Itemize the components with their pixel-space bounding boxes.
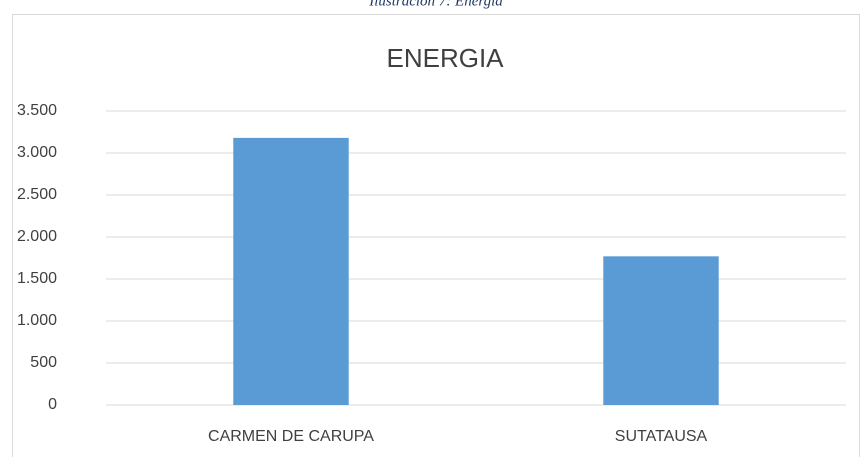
bar xyxy=(603,256,719,405)
x-tick-label: CARMEN DE CARUPA xyxy=(208,428,374,445)
y-tick-label: 2.500 xyxy=(17,186,57,203)
bar xyxy=(233,137,349,405)
y-tick-label: 0 xyxy=(48,396,57,413)
y-tick-label: 3.500 xyxy=(17,102,57,119)
x-tick-label: SUTATAUSA xyxy=(615,428,708,445)
chart-title: ENERGIA xyxy=(386,43,504,73)
chart-border xyxy=(12,14,860,462)
y-tick-label: 1.500 xyxy=(17,270,57,287)
y-tick-label: 500 xyxy=(30,354,57,371)
y-tick-label: 1.000 xyxy=(17,312,57,329)
y-tick-label: 2.000 xyxy=(17,228,57,245)
caption: Ilustración 7: Energía xyxy=(368,0,503,9)
y-tick-label: 3.000 xyxy=(17,144,57,161)
